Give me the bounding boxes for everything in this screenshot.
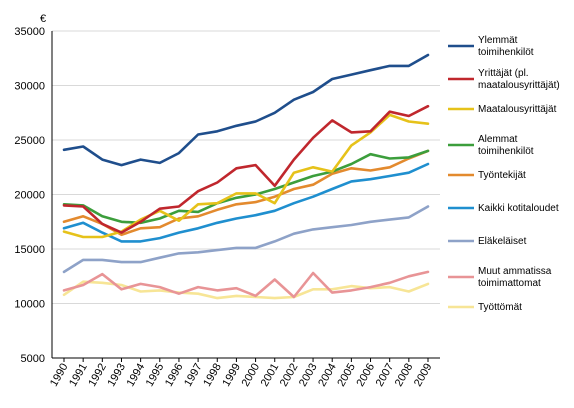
series-line (62, 280, 430, 300)
x-tick-label: 1999 (220, 362, 243, 389)
series-line (62, 270, 430, 299)
x-tick-label: 1994 (125, 362, 148, 389)
x-tick-label: 2000 (240, 362, 263, 389)
legend-label: Maatalousyrittäjät (478, 104, 557, 115)
y-axis: 5000 10000 15000 20000 25000 30000 35000 (14, 26, 53, 365)
series-line (62, 149, 430, 225)
series-line (62, 149, 430, 237)
y-tick-label: 35000 (14, 26, 45, 38)
x-tick-label: 2008 (393, 362, 416, 389)
y-tick-label: 20000 (14, 190, 45, 202)
legend-label: Ylemmät (478, 35, 518, 46)
y-tick-label: 5000 (21, 353, 45, 365)
x-tick-label: 1996 (163, 362, 186, 389)
y-tick-label: 10000 (14, 299, 45, 311)
x-tick-label: 1995 (144, 362, 167, 389)
x-tick-label: 1998 (201, 362, 224, 389)
legend-label: Kaikki kotitaloudet (478, 203, 559, 214)
x-tick-label: 2004 (316, 362, 339, 389)
legend-label: toimihenkilöt (478, 146, 534, 157)
series-line (62, 162, 430, 243)
legend-label: toimimattomat (478, 278, 541, 289)
x-tick-label: 2003 (297, 362, 320, 389)
x-tick-label: 1997 (182, 362, 205, 389)
series-line (62, 104, 430, 234)
series-line (62, 113, 430, 239)
legend-label: Muut ammatissa (478, 266, 552, 277)
x-tick-label: 1991 (67, 362, 90, 389)
legend-label: Työttömät (478, 302, 522, 313)
x-tick-label: 2002 (278, 362, 301, 389)
x-tick-label: 2006 (354, 362, 377, 389)
series-line (62, 205, 430, 274)
legend-label: Alemmat (478, 134, 518, 145)
x-tick-label: 2001 (259, 362, 282, 389)
legend-label: toimihenkilöt (478, 47, 534, 58)
x-tick-label: 2007 (374, 362, 397, 389)
legend-label: Työntekijät (478, 170, 526, 181)
x-axis: 1990199119921993199419951996199719981999… (48, 357, 440, 389)
legend-label: maatalousyrittäjät) (478, 80, 560, 91)
y-tick-label: 30000 (14, 81, 45, 93)
y-tick-label: 25000 (14, 135, 45, 147)
x-tick-label: 2009 (412, 362, 435, 389)
series-line (62, 53, 430, 167)
legend-label: Yrittäjät (pl. (478, 68, 529, 79)
legend-label: Eläkeläiset (478, 236, 527, 247)
x-tick-label: 1992 (86, 362, 109, 389)
x-tick-label: 1990 (48, 362, 71, 389)
y-tick-label: 15000 (14, 244, 45, 256)
y-unit-label: € (40, 13, 46, 25)
series-lines (62, 53, 430, 300)
x-tick-label: 2005 (335, 362, 358, 389)
x-tick-label: 1993 (105, 362, 128, 389)
